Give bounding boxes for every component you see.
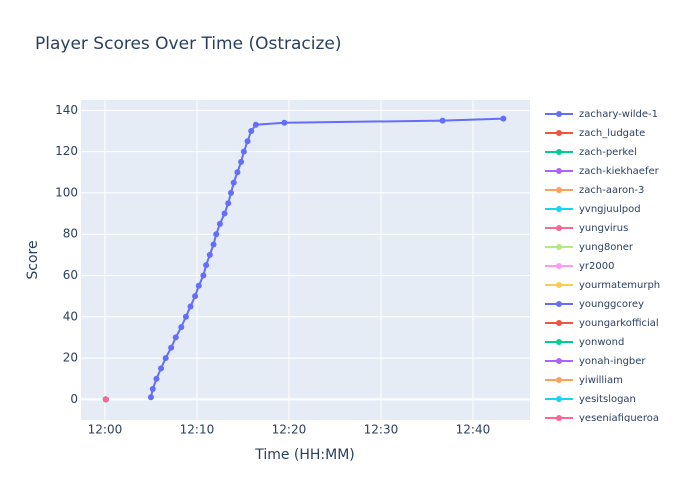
data-point	[234, 169, 241, 176]
data-point	[149, 386, 156, 393]
chart-title: Player Scores Over Time (Ostracize)	[35, 34, 342, 54]
x-tick-label: 12:10	[180, 423, 215, 437]
data-point	[248, 127, 255, 134]
legend-marker	[556, 301, 562, 307]
legend-label: yonah-ingber	[579, 356, 646, 367]
legend-marker	[556, 168, 562, 174]
y-axis-title: Score	[25, 240, 41, 279]
legend-label: yvngjuulpod	[579, 204, 641, 215]
data-point	[178, 324, 185, 331]
data-point	[227, 189, 234, 196]
legend-marker	[556, 187, 562, 193]
legend-marker	[556, 377, 562, 383]
legend-label: yung8oner	[579, 242, 634, 253]
data-point	[172, 334, 179, 341]
legend-label: yonwond	[579, 337, 624, 348]
data-point	[203, 262, 210, 269]
legend-label: younggcorey	[579, 299, 644, 310]
data-point	[168, 344, 175, 351]
data-point	[216, 220, 223, 227]
data-point	[162, 355, 169, 362]
y-tick-label: 100	[55, 185, 78, 199]
x-tick-label: 12:00	[88, 423, 123, 437]
legend-label: zach_ludgate	[579, 128, 645, 139]
legend-label: yesitslogan	[579, 394, 636, 405]
legend-marker	[556, 206, 562, 212]
legend-label: yr2000	[579, 261, 614, 272]
y-tick-label: 120	[55, 144, 78, 158]
x-tick-label: 12:30	[364, 423, 399, 437]
data-point	[500, 115, 507, 122]
legend-marker	[556, 149, 562, 155]
legend-marker	[556, 320, 562, 326]
data-point	[281, 119, 288, 126]
legend-label: yeseniafigueroa	[579, 413, 659, 424]
legend-label: yungvirus	[579, 223, 628, 234]
x-tick-label: 12:20	[272, 423, 307, 437]
legend-label: yiwilliam	[579, 375, 623, 386]
data-point	[221, 210, 228, 217]
data-point	[439, 117, 446, 124]
y-tick-label: 40	[63, 309, 78, 323]
legend-marker	[556, 396, 562, 402]
legend-label: youngarkofficial	[579, 318, 659, 329]
legend-marker	[556, 263, 562, 269]
x-tick-label: 12:40	[456, 423, 491, 437]
y-tick-label: 20	[63, 351, 78, 365]
legend-marker	[556, 282, 562, 288]
data-point	[182, 313, 189, 320]
data-point	[192, 293, 199, 300]
legend-label: zachary-wilde-1	[579, 109, 658, 120]
data-point	[147, 394, 154, 401]
legend-label: zach-perkel	[579, 147, 637, 158]
legend-marker	[556, 339, 562, 345]
legend-marker	[556, 111, 562, 117]
legend-label: zach-aaron-3	[579, 185, 644, 196]
legend-marker	[556, 358, 562, 364]
x-axis-title: Time (HH:MM)	[254, 447, 355, 463]
legend-marker	[556, 244, 562, 250]
data-point	[240, 148, 247, 155]
y-tick-label: 0	[70, 392, 78, 406]
legend-label: zach-kiekhaefer	[579, 166, 660, 177]
legend-marker	[556, 225, 562, 231]
data-point	[153, 375, 160, 382]
data-point	[244, 138, 251, 145]
legend-marker	[556, 130, 562, 136]
legend-marker	[556, 415, 562, 421]
data-point	[238, 158, 245, 165]
data-point	[206, 251, 213, 258]
plot-area	[81, 100, 530, 420]
y-tick-label: 60	[63, 268, 78, 282]
data-point	[230, 179, 237, 186]
data-point	[252, 121, 259, 128]
data-point	[200, 272, 207, 279]
y-tick-label: 80	[63, 227, 78, 241]
legend-label: yourmatemurph	[579, 280, 660, 291]
data-point	[213, 231, 220, 238]
data-point	[102, 396, 109, 403]
data-point	[225, 200, 232, 207]
data-point	[158, 365, 165, 372]
y-tick-label: 140	[55, 103, 78, 117]
data-point	[195, 282, 202, 289]
data-point	[187, 303, 194, 310]
data-point	[210, 241, 217, 248]
